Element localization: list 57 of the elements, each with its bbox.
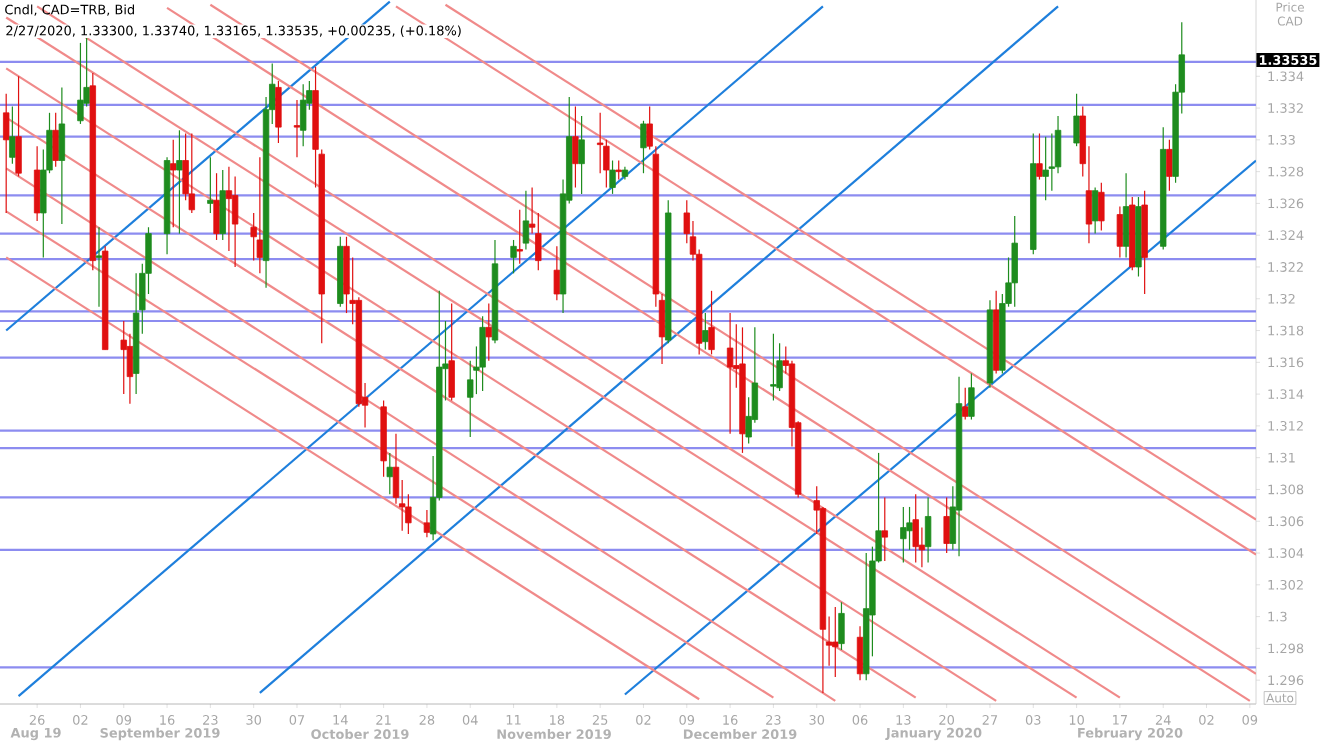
candlestick bbox=[838, 601, 845, 651]
candlestick bbox=[1098, 182, 1105, 232]
candlestick bbox=[293, 99, 301, 158]
candlestick bbox=[1042, 136, 1049, 201]
candlestick bbox=[640, 120, 647, 174]
candlestick bbox=[448, 302, 455, 402]
candlestick bbox=[900, 506, 907, 564]
candlestick bbox=[15, 75, 22, 177]
candlestick bbox=[578, 115, 585, 195]
candlestick bbox=[485, 302, 492, 362]
candlestick bbox=[3, 93, 10, 214]
candlestick bbox=[256, 156, 264, 274]
candlestick bbox=[231, 175, 239, 268]
candlestick bbox=[609, 159, 616, 195]
candlestick bbox=[479, 315, 486, 392]
candlestick bbox=[510, 239, 517, 274]
candlestick bbox=[702, 312, 709, 351]
candlestick bbox=[776, 342, 783, 392]
candlestick bbox=[219, 169, 226, 241]
candlestick bbox=[572, 105, 579, 189]
candlestick bbox=[170, 139, 177, 228]
candlestick bbox=[1073, 93, 1080, 147]
candlestick bbox=[1122, 172, 1130, 259]
candlestick bbox=[943, 496, 950, 554]
candlestick bbox=[832, 606, 839, 678]
candlestick bbox=[708, 290, 715, 355]
candlestick bbox=[207, 156, 214, 214]
candlestick bbox=[770, 333, 777, 402]
candlestick bbox=[1166, 139, 1173, 192]
candlestick bbox=[1091, 186, 1099, 235]
candlestick bbox=[299, 83, 307, 147]
candlestick bbox=[275, 80, 282, 144]
candlestick bbox=[924, 496, 932, 564]
candlestick bbox=[386, 452, 393, 495]
candlestick bbox=[423, 509, 431, 538]
candlestick bbox=[188, 132, 195, 214]
candlestick bbox=[176, 129, 183, 235]
candlestick bbox=[553, 245, 561, 301]
candlestick bbox=[213, 172, 220, 241]
candlestick bbox=[615, 159, 622, 181]
candlestick bbox=[912, 493, 919, 564]
candlestick bbox=[968, 372, 975, 421]
candlestick bbox=[522, 190, 530, 251]
candlestick bbox=[1116, 205, 1124, 259]
candlestick bbox=[726, 312, 734, 435]
candlestick bbox=[33, 145, 41, 222]
candlestick bbox=[856, 625, 864, 681]
candlestick bbox=[77, 42, 84, 125]
candlestick bbox=[962, 387, 969, 421]
candlestick bbox=[1011, 215, 1018, 308]
candlestick bbox=[95, 226, 103, 308]
candlestick bbox=[881, 496, 888, 562]
candlestick bbox=[52, 112, 59, 168]
candlestick bbox=[9, 105, 16, 165]
candlestick bbox=[58, 86, 66, 225]
candlestick bbox=[1036, 132, 1043, 181]
candlestick bbox=[516, 209, 523, 265]
